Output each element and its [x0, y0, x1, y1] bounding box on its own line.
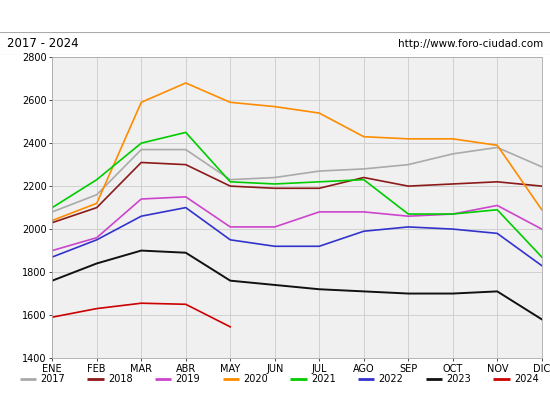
Text: 2021: 2021: [311, 374, 335, 384]
Text: 2023: 2023: [446, 374, 471, 384]
Text: 2019: 2019: [175, 374, 200, 384]
Text: 2017 - 2024: 2017 - 2024: [7, 37, 78, 50]
Text: 2024: 2024: [514, 374, 538, 384]
Text: 2022: 2022: [378, 374, 404, 384]
Text: 2020: 2020: [243, 374, 268, 384]
Text: http://www.foro-ciudad.com: http://www.foro-ciudad.com: [398, 39, 543, 49]
Text: 2017: 2017: [40, 374, 65, 384]
Text: Evolucion del paro registrado en Bailén: Evolucion del paro registrado en Bailén: [131, 8, 419, 24]
Text: 2018: 2018: [108, 374, 133, 384]
